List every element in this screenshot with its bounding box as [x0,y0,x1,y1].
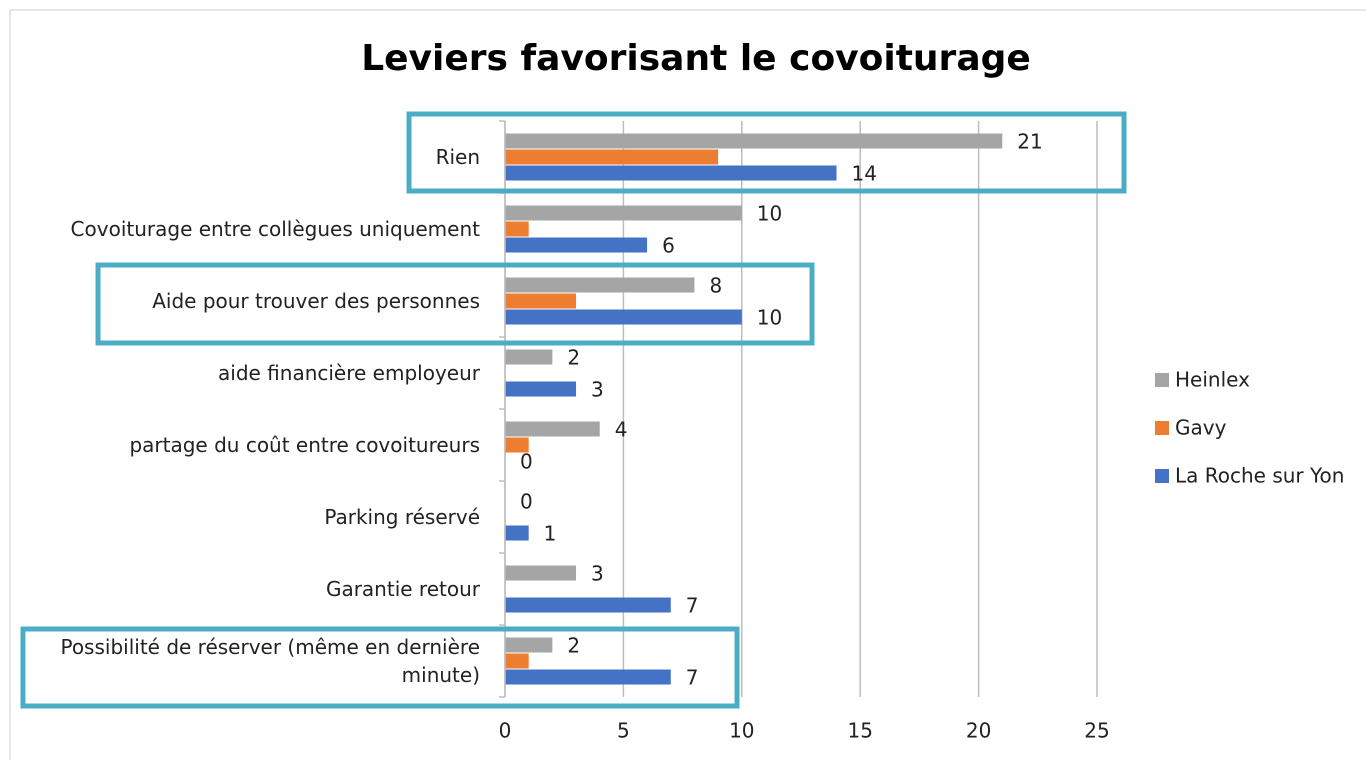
x-tick-label: 25 [1084,719,1109,743]
bar [505,565,577,581]
highlight-box [406,111,1127,194]
data-label: 21 [1017,130,1042,154]
data-label: 7 [686,666,699,690]
category-label: Covoiturage entre collègues uniquement [70,217,480,241]
x-tick-label: 20 [966,719,991,743]
category-label: aide financière employeur [218,361,480,385]
data-label: 2 [567,346,580,370]
data-label: 3 [591,378,604,402]
highlight-box [95,262,815,346]
highlight-box [20,626,740,709]
chart-title: Leviers favorisant le covoiturage [361,38,1031,79]
bar [505,205,742,221]
bar [505,309,742,325]
bar [505,133,1003,149]
bar [505,669,671,685]
bar [505,349,553,365]
bar [505,221,529,237]
data-label: 14 [852,162,877,186]
category-label: Aide pour trouver des personnes [152,289,480,313]
legend-label: Heinlex [1175,368,1250,392]
bar [505,597,671,613]
data-label: 4 [615,418,628,442]
bar [505,237,648,253]
data-label: 6 [662,234,675,258]
x-tick-label: 10 [729,719,754,743]
bar [505,381,577,397]
bar [505,277,695,293]
bar [505,165,837,181]
data-label: 0 [520,450,533,474]
plot: 0 5 10 15 20 2521141068102340013727HeinlexGav… [499,120,1344,743]
bar [505,653,529,669]
data-label: 0 [520,490,533,514]
bar [505,437,529,453]
category-label: Parking réservé [324,505,480,529]
legend-label: La Roche sur Yon [1175,464,1344,488]
bar [505,149,719,165]
data-label: 10 [757,306,782,330]
legend-swatch [1155,469,1169,483]
category-label: Possibilité de réserver (même en dernièr… [60,635,480,687]
bar [505,525,529,541]
bar [505,293,577,309]
bar [505,637,553,653]
data-label: 3 [591,562,604,586]
category-label: Garantie retour [325,577,480,601]
data-label: 7 [686,594,699,618]
data-label: 8 [709,274,722,298]
x-tick-label: 0 [499,719,512,743]
x-tick-label: 5 [617,719,630,743]
data-label: 10 [757,202,782,226]
legend-label: Gavy [1175,416,1227,440]
category-label: Rien [435,145,480,169]
legend-swatch [1155,421,1169,435]
category-label: partage du coût entre covoitureurs [129,433,480,457]
bar [505,421,600,437]
data-label: 2 [567,634,580,658]
legend-swatch [1155,373,1169,387]
x-tick-label: 15 [847,719,872,743]
data-label: 1 [544,522,557,546]
